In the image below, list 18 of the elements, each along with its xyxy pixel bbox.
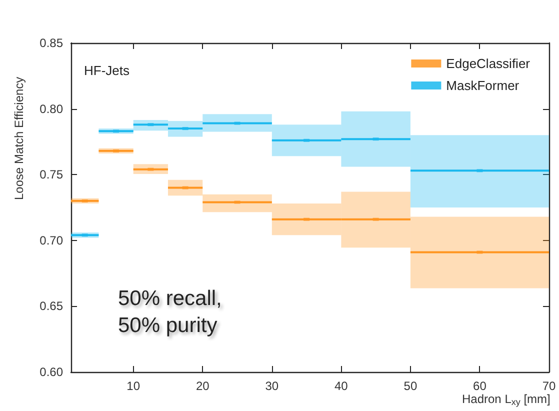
x-tick-label: 10 xyxy=(126,379,140,393)
x-tick-label: 30 xyxy=(265,379,279,393)
y-tick-label: 0.80 xyxy=(40,102,64,116)
x-tick-label: 50 xyxy=(404,379,418,393)
x-tick-label: 70 xyxy=(542,379,556,393)
x-tick-label: 20 xyxy=(196,379,210,393)
y-tick-label: 0.60 xyxy=(40,365,64,379)
y-tick-label: 0.75 xyxy=(40,168,64,182)
legend-label: EdgeClassifier xyxy=(446,56,531,71)
x-tick-label: 40 xyxy=(334,379,348,393)
y-tick-label: 0.85 xyxy=(40,36,64,50)
y-axis-title: Loose Match Efficiency xyxy=(12,76,26,200)
annotation: 50% recall, 50% purity xyxy=(118,287,222,337)
x-tick-label: 60 xyxy=(473,379,487,393)
y-tick-label: 0.70 xyxy=(40,233,64,248)
y-tick-label: 0.65 xyxy=(40,299,64,314)
annotation: HF-Jets xyxy=(84,63,130,78)
legend-label: MaskFormer xyxy=(446,78,520,93)
